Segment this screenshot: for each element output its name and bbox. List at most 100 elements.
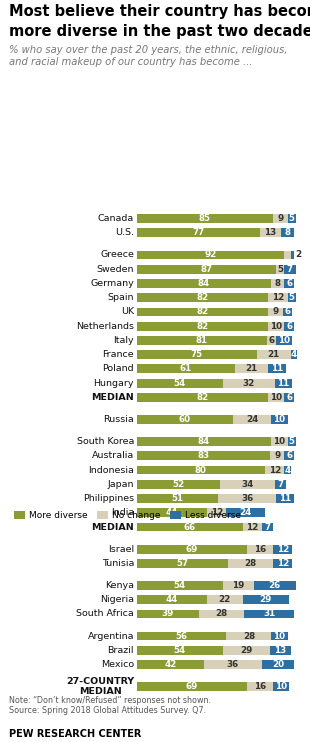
Text: South Korea: South Korea — [77, 437, 134, 446]
Text: % who say over the past 20 years, the ethnic, religious,
and racial makeup of ou: % who say over the past 20 years, the et… — [9, 45, 288, 67]
Text: Hungary: Hungary — [94, 378, 134, 387]
Bar — [291, 251, 294, 260]
Bar — [272, 437, 287, 446]
Text: 84: 84 — [198, 279, 210, 288]
Text: PEW RESEARCH CENTER: PEW RESEARCH CENTER — [9, 729, 142, 738]
Text: more diverse in the past two decades: more diverse in the past two decades — [9, 24, 310, 39]
Text: 11: 11 — [277, 378, 290, 387]
Text: 82: 82 — [196, 322, 208, 331]
Bar — [136, 265, 276, 274]
Bar — [136, 279, 272, 288]
Bar — [136, 466, 265, 474]
Bar — [284, 265, 295, 274]
Text: 24: 24 — [246, 415, 258, 424]
Text: Brazil: Brazil — [108, 646, 134, 654]
Text: 10: 10 — [270, 393, 282, 402]
Text: 69: 69 — [186, 545, 198, 554]
Text: 61: 61 — [179, 364, 192, 373]
Text: 8: 8 — [285, 229, 290, 237]
Bar — [284, 251, 291, 260]
Bar — [262, 660, 294, 669]
Bar — [244, 610, 294, 618]
Bar — [136, 364, 234, 373]
Text: 56: 56 — [175, 631, 188, 640]
Bar — [287, 437, 295, 446]
Bar — [267, 336, 276, 345]
Bar — [227, 631, 272, 640]
Text: 84: 84 — [198, 437, 210, 446]
Bar — [273, 682, 289, 691]
Bar — [247, 545, 273, 554]
Text: 39: 39 — [162, 609, 174, 619]
Bar — [136, 251, 284, 260]
Text: Netherlands: Netherlands — [76, 322, 134, 331]
Text: 20: 20 — [272, 660, 284, 669]
Text: 57: 57 — [176, 559, 188, 568]
Text: Sweden: Sweden — [97, 265, 134, 274]
Text: 81: 81 — [196, 336, 208, 345]
Bar — [270, 646, 291, 654]
Text: 6: 6 — [286, 279, 292, 288]
Text: 28: 28 — [215, 609, 228, 619]
Text: 27-COUNTRY
MEDIAN: 27-COUNTRY MEDIAN — [66, 677, 134, 696]
Text: 92: 92 — [204, 251, 217, 260]
Bar — [268, 322, 284, 331]
Text: 9: 9 — [277, 214, 283, 223]
Text: 7: 7 — [264, 522, 271, 531]
Bar — [272, 279, 284, 288]
Text: 7: 7 — [287, 265, 293, 274]
Text: 21: 21 — [245, 364, 258, 373]
Bar — [136, 393, 268, 402]
Text: 12: 12 — [211, 508, 223, 517]
Text: Tunisia: Tunisia — [102, 559, 134, 568]
Bar — [136, 631, 227, 640]
Text: 44: 44 — [166, 595, 178, 604]
Text: 16: 16 — [254, 545, 266, 554]
Text: 54: 54 — [174, 378, 186, 387]
Bar — [281, 229, 294, 237]
Bar — [136, 229, 260, 237]
Bar — [283, 307, 292, 316]
Text: 10: 10 — [270, 322, 282, 331]
Bar — [273, 214, 287, 223]
Bar — [284, 322, 294, 331]
Text: Note: “Don’t know/Refused” responses not shown.
Source: Spring 2018 Global Attit: Note: “Don’t know/Refused” responses not… — [9, 696, 211, 715]
Text: 11: 11 — [271, 364, 283, 373]
Bar — [233, 415, 272, 424]
Text: 82: 82 — [196, 393, 208, 402]
Text: 12: 12 — [246, 522, 258, 531]
Bar — [136, 682, 247, 691]
Text: 12: 12 — [277, 545, 289, 554]
Bar — [287, 214, 295, 223]
Bar — [257, 350, 291, 359]
Text: 31: 31 — [263, 609, 275, 619]
Text: 9: 9 — [274, 451, 280, 460]
Text: Nigeria: Nigeria — [100, 595, 134, 604]
Text: 21: 21 — [268, 350, 280, 359]
Bar — [136, 214, 273, 223]
Text: 6: 6 — [268, 336, 275, 345]
Text: Russia: Russia — [103, 415, 134, 424]
Bar — [273, 545, 292, 554]
Bar — [275, 480, 286, 489]
Text: India: India — [111, 508, 134, 517]
Bar — [268, 293, 287, 302]
Text: 4: 4 — [285, 465, 290, 475]
Text: 44: 44 — [166, 508, 178, 517]
Text: Mexico: Mexico — [101, 660, 134, 669]
Bar — [136, 595, 207, 604]
Text: 51: 51 — [171, 494, 184, 503]
Bar — [136, 494, 219, 503]
Text: Poland: Poland — [103, 364, 134, 373]
Text: UK: UK — [121, 307, 134, 316]
Text: 87: 87 — [200, 265, 212, 274]
Bar — [284, 279, 294, 288]
Bar — [199, 610, 244, 618]
Text: 82: 82 — [196, 293, 208, 302]
Bar — [136, 307, 268, 316]
Bar — [207, 595, 242, 604]
Bar — [136, 437, 272, 446]
Text: Most believe their country has become: Most believe their country has become — [9, 4, 310, 19]
Text: 12: 12 — [277, 559, 289, 568]
Bar — [262, 522, 273, 531]
